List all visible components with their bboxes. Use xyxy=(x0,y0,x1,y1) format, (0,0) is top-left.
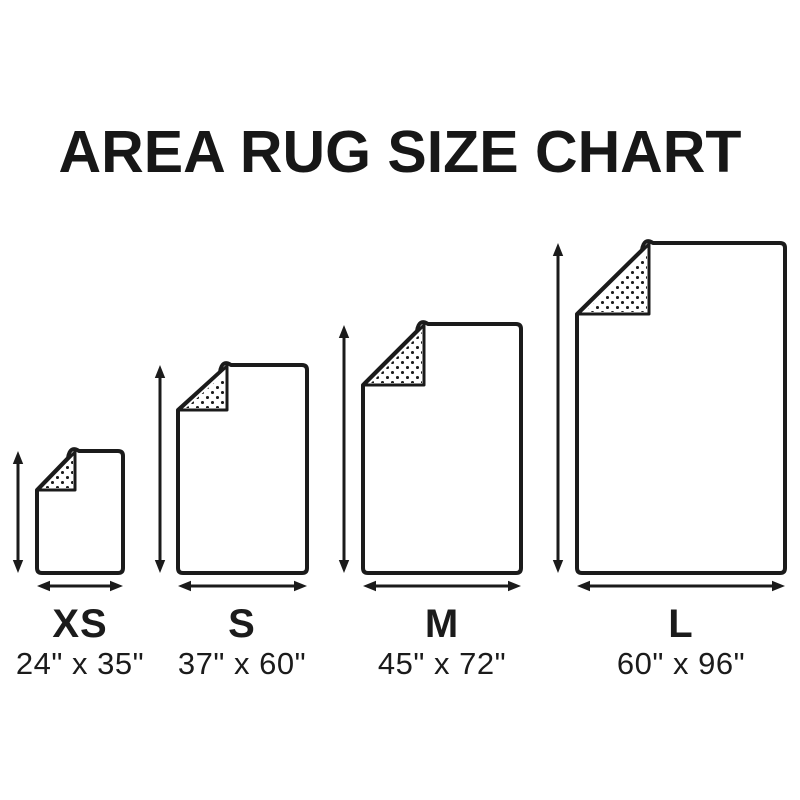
rug-diagram-s xyxy=(154,361,309,592)
height-arrow-icon xyxy=(552,243,564,573)
folded-corner-dots xyxy=(585,251,647,312)
dimension-label-m: 45" x 72" xyxy=(377,646,507,681)
rug-outline xyxy=(35,447,125,575)
folded-corner-dots xyxy=(44,458,73,488)
size-label-s: S xyxy=(228,602,256,646)
height-arrow-icon xyxy=(338,325,350,573)
rug-diagram-l xyxy=(552,239,787,592)
page-title: AREA RUG SIZE CHART xyxy=(58,119,742,185)
dimension-label-xs: 24" x 35" xyxy=(15,646,145,681)
width-arrow-icon xyxy=(37,580,123,592)
size-label-xs: XS xyxy=(52,602,108,646)
width-arrow-icon xyxy=(178,580,307,592)
rug-outline xyxy=(575,239,787,575)
folded-corner-dots xyxy=(371,332,422,383)
size-label-m: M xyxy=(424,602,460,646)
rug-outline xyxy=(361,320,523,575)
height-arrow-icon xyxy=(12,451,24,573)
width-arrow-icon xyxy=(577,580,785,592)
dimension-label-s: 37" x 60" xyxy=(177,646,307,681)
rug-outline xyxy=(176,361,309,575)
height-arrow-icon xyxy=(154,365,166,573)
folded-corner-dots xyxy=(186,373,225,408)
dimension-label-l: 60" x 96" xyxy=(616,646,746,681)
width-arrow-icon xyxy=(363,580,521,592)
rug-diagram-m xyxy=(338,320,523,592)
size-label-l: L xyxy=(668,602,694,646)
rug-diagram-xs xyxy=(12,447,125,592)
